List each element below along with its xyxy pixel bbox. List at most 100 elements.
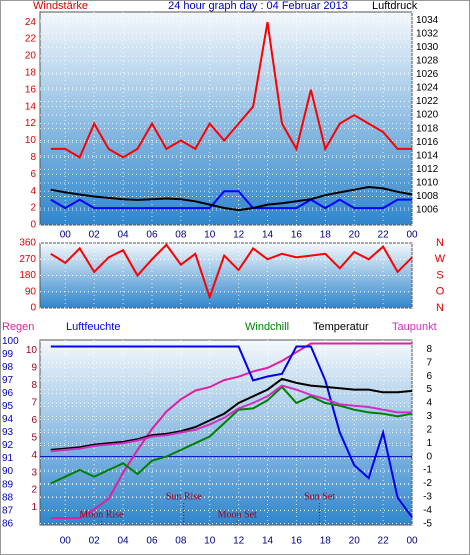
x-tick-label: 00 [406, 536, 418, 547]
y-tick-label: 91 [2, 453, 14, 464]
y-tick-label: 90 [2, 466, 14, 477]
y2-tick-label: 1028 [416, 55, 439, 66]
y2-tick-label: 5 [426, 384, 432, 395]
y3-tick-label: 7 [31, 397, 37, 408]
y-tick-label: 270 [19, 254, 36, 265]
plot-area [39, 11, 413, 226]
y2-tick-label: O [436, 286, 445, 298]
y-tick-label: 90 [25, 286, 37, 297]
y2-label: Luftdruck [372, 0, 418, 12]
y2-tick-label: -5 [423, 518, 432, 529]
y-tick-label: 22 [25, 34, 37, 45]
y-tick-label: 10 [25, 135, 37, 146]
x-tick-label: 16 [291, 230, 303, 241]
y2-tick-label: 6 [426, 371, 432, 382]
y2-tick-label: 0 [426, 451, 432, 462]
y-tick-label: 8 [30, 152, 36, 163]
y-tick-label: 0 [30, 303, 36, 314]
y2-tick-label: 2 [426, 424, 432, 435]
y3-tick-label: 2 [31, 485, 37, 496]
x-tick-label: 16 [291, 536, 303, 547]
y-tick-label: 99 [2, 349, 14, 360]
y-tick-label: 95 [2, 401, 14, 412]
x-tick-label: 18 [320, 230, 332, 241]
x-tick-label: 22 [378, 230, 390, 241]
y-tick-label: 86 [2, 518, 14, 529]
y-tick-label: 18 [25, 67, 37, 78]
y-tick-label: 88 [2, 492, 14, 503]
annotation: Moon Set [218, 509, 257, 520]
series-line [50, 384, 412, 453]
y-tick-label: 20 [25, 51, 37, 62]
annotation: Sun Rise [166, 491, 202, 502]
series-line [50, 21, 412, 159]
series-line [50, 385, 413, 485]
legend-label: Temperatur [313, 321, 369, 333]
x-tick-label: 20 [349, 230, 361, 241]
y2-tick-label: -2 [423, 478, 432, 489]
y-tick-label: 97 [2, 375, 14, 386]
y-tick-label: 12 [25, 118, 37, 129]
x-tick-label: 00 [406, 230, 418, 241]
x-tick-label: 18 [320, 536, 332, 547]
y2-tick-label: 3 [426, 411, 432, 422]
x-tick-label: 04 [118, 230, 130, 241]
x-tick-label: 12 [233, 230, 245, 241]
x-tick-label: 12 [233, 536, 245, 547]
x-tick-label: 20 [349, 536, 361, 547]
legend-label: Windchill [245, 321, 289, 333]
x-tick-label: 02 [89, 536, 101, 547]
annotation: Moon Rise [79, 509, 124, 520]
y2-tick-label: 1032 [416, 28, 439, 39]
series-line [50, 377, 413, 451]
y2-tick-label: 1030 [416, 42, 439, 53]
x-tick-label: 08 [175, 536, 187, 547]
y-tick-label: 94 [2, 414, 14, 425]
annotation: Sun Set [304, 491, 335, 502]
y2-tick-label: N [436, 302, 444, 314]
y-tick-label: 24 [25, 17, 37, 28]
y2-tick-label: 7 [426, 357, 432, 368]
y-tick-label: 2 [30, 203, 36, 214]
x-tick-label: 00 [60, 230, 72, 241]
y2-tick-label: -1 [423, 465, 432, 476]
x-tick-label: 10 [204, 230, 216, 241]
plot-area [39, 339, 413, 526]
x-tick-label: 04 [118, 536, 130, 547]
series-line [50, 345, 413, 518]
y-tick-label: 92 [2, 440, 14, 451]
x-tick-label: 00 [60, 536, 72, 547]
y3-tick-label: 8 [31, 380, 37, 391]
y2-tick-label: 1018 [416, 123, 439, 134]
x-tick-label: 06 [146, 230, 158, 241]
x-tick-label: 22 [378, 536, 390, 547]
y2-tick-label: 1006 [416, 205, 439, 216]
y-tick-label: 360 [19, 238, 36, 249]
y2-tick-label: W [435, 253, 446, 265]
y-tick-label: 98 [2, 362, 14, 373]
y-label: Windstärke [33, 0, 88, 12]
y-tick-label: 14 [25, 101, 37, 112]
y3-tick-label: 3 [31, 467, 37, 478]
y2-tick-label: 1024 [416, 83, 439, 94]
y2-tick-label: S [436, 269, 443, 281]
x-tick-label: 14 [262, 536, 274, 547]
y3-tick-label: 6 [31, 415, 37, 426]
y3-tick-label: 10 [26, 345, 38, 356]
y3-tick-label: 5 [31, 432, 37, 443]
y-tick-label: 0 [30, 220, 36, 231]
y-tick-label: 89 [2, 479, 14, 490]
series-line [50, 243, 413, 301]
y2-tick-label: 1034 [416, 15, 439, 26]
y2-tick-label: 1014 [416, 150, 439, 161]
y-tick-label: 16 [25, 84, 37, 95]
y2-tick-label: -3 [423, 491, 432, 502]
y-tick-label: 4 [30, 186, 36, 197]
y2-tick-label: 1010 [416, 178, 439, 189]
x-tick-label: 06 [146, 536, 158, 547]
x-tick-label: 10 [204, 536, 216, 547]
chart-title: 24 hour graph day : 04 Februar 2013 [168, 0, 348, 12]
y2-tick-label: 1022 [416, 96, 439, 107]
series-line [50, 342, 412, 519]
